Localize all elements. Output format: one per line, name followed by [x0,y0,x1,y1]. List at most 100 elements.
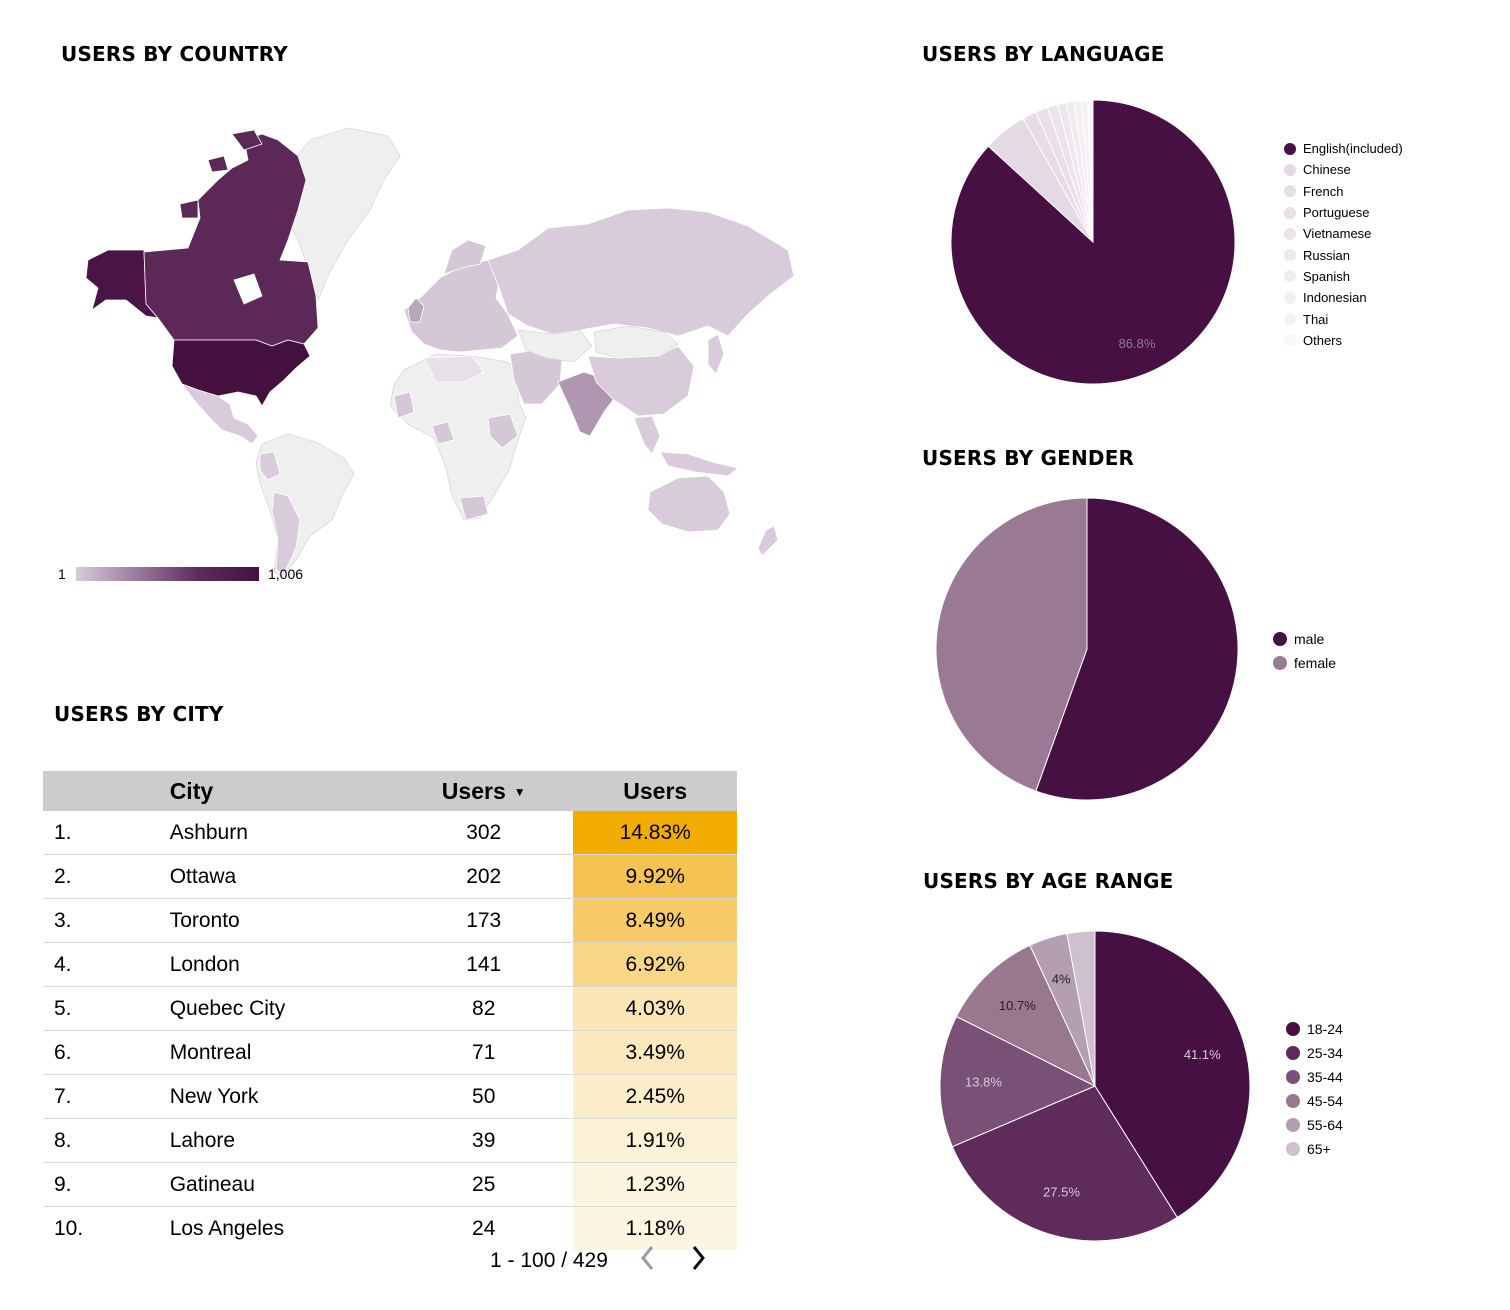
row-users: 71 [393,1030,574,1075]
legend-label: Portuguese [1303,205,1370,221]
legend-swatch [1284,270,1296,283]
legend-item[interactable]: Portuguese [1284,202,1403,223]
legend-item[interactable]: French [1284,181,1403,202]
age-slice-25-34[interactable] [951,1085,1178,1242]
row-users: 39 [393,1118,574,1163]
legend-item[interactable]: Vietnamese [1284,223,1403,244]
row-users: 25 [393,1162,574,1207]
row-rank: 10. [54,1216,84,1240]
table-row[interactable]: 9. Gatineau 25 1.23% [43,1162,737,1207]
users-pct-header[interactable]: Users [573,771,737,811]
language-slice-others[interactable] [1087,99,1094,243]
legend-item[interactable]: female [1273,651,1336,675]
legend-item[interactable]: Russian [1284,244,1403,265]
region-scandinavia [443,239,487,275]
legend-item[interactable]: 55-64 [1286,1113,1343,1137]
row-users: 173 [393,898,574,943]
legend-swatch [1286,1142,1300,1156]
legend-item[interactable]: 35-44 [1286,1065,1343,1089]
map-scale-min: 1 [58,566,66,582]
legend-item[interactable]: 65+ [1286,1137,1343,1161]
gender-slice-female[interactable] [935,497,1088,792]
row-rank: 6. [43,1030,170,1075]
legend-swatch [1284,163,1296,176]
language-legend: English(included) Chinese French Portuguese… [1284,138,1403,351]
row-city: Los Angeles [169,1216,285,1240]
table-row[interactable]: 4. London 141 6.92% [43,942,737,987]
row-users-pct: 4.03% [573,986,737,1031]
next-page-button[interactable] [688,1244,708,1278]
chevron-left-icon [640,1246,654,1270]
age-slice-65-[interactable] [1066,930,1096,1087]
region-mexico [181,383,259,445]
gender-legend: male female [1273,627,1336,675]
legend-item[interactable]: 18-24 [1286,1017,1343,1041]
age-data-label: 10.7% [999,998,1036,1013]
row-users: 82 [393,986,574,1031]
legend-swatch [1286,1118,1300,1132]
table-row[interactable]: 1. Ashburn 302 14.83% [43,811,737,855]
gender-slice-male[interactable] [1035,497,1239,801]
row-rank: 9. [43,1162,170,1207]
users-by-gender-title: USERS BY GENDER [922,446,1135,470]
row-users-pct: 1.23% [573,1162,737,1207]
legend-item[interactable]: Others [1284,330,1403,351]
table-row[interactable]: 6. Montreal 71 3.49% [43,1030,737,1075]
legend-swatch [1284,142,1296,155]
row-city: Toronto [169,898,394,943]
legend-item[interactable]: Chinese [1284,159,1403,180]
table-row[interactable]: 3. Toronto 173 8.49% [43,898,737,943]
region-chile-argentina [271,491,301,575]
table-row[interactable]: 8. Lahore 39 1.91% [43,1118,737,1163]
region-alaska [85,249,159,319]
region-japan [707,333,725,375]
row-city: Lahore [169,1118,394,1163]
region-africa [389,353,527,521]
legend-item[interactable]: Indonesian [1284,287,1403,308]
legend-item[interactable]: Spanish [1284,266,1403,287]
legend-label: 18-24 [1307,1021,1343,1037]
table-row[interactable]: 5. Quebec City 82 4.03% [43,986,737,1031]
table-row[interactable]: 2. Ottawa 202 9.92% [43,854,737,899]
map-scale-max: 1,006 [268,566,304,582]
region-south-africa [459,495,489,521]
legend-item[interactable]: 45-54 [1286,1089,1343,1113]
table-row[interactable]: 10. Los Angeles 24 1.18% [43,1206,737,1250]
sort-desc-icon[interactable]: ▼ [513,784,526,799]
row-users: 24 [472,1216,496,1240]
region-canada [143,133,319,347]
legend-label: Russian [1303,247,1350,263]
legend-item[interactable]: 25-34 [1286,1041,1343,1065]
age-slice-18-24[interactable] [1094,930,1251,1219]
legend-item[interactable]: Thai [1284,308,1403,329]
legend-label: Indonesian [1303,290,1367,306]
row-rank: 5. [43,986,170,1031]
users-header[interactable]: Users ▼ [393,771,574,811]
table-body: 1. Ashburn 302 14.83% 2. Ottawa 202 9.92% 3. Toro… [43,811,737,1250]
legend-label: Spanish [1303,268,1350,284]
row-city: Quebec City [169,986,394,1031]
table-row[interactable]: 7. New York 50 2.45% [43,1074,737,1119]
legend-label: 65+ [1307,1141,1331,1157]
world-map[interactable] [48,100,798,590]
table-header-row: City Users ▼ Users [43,771,737,811]
chevron-right-icon [692,1246,705,1270]
gender-pie-chart[interactable] [935,497,1239,801]
age-slice-45-54[interactable] [955,944,1097,1088]
city-header[interactable]: City [169,771,394,811]
legend-label: English(included) [1303,141,1403,157]
language-pie-chart[interactable]: 86.8% [950,99,1236,385]
legend-item[interactable]: male [1273,627,1336,651]
row-users-pct: 6.92% [573,942,737,987]
legend-label: French [1303,183,1344,199]
row-rank: 1. [43,811,170,855]
legend-item[interactable]: English(included) [1284,138,1403,159]
age-slice-35-44[interactable] [939,1015,1097,1148]
age-pie-chart[interactable]: 41.1% 27.5% 13.8% 10.7% 4% [939,930,1251,1242]
row-rank: 2. [43,854,170,899]
world-map-chart[interactable]: 1 1,006 [48,100,798,590]
region-peru [259,451,281,481]
previous-page-button[interactable] [638,1244,658,1278]
rank-header [43,771,170,811]
legend-swatch [1284,206,1296,219]
